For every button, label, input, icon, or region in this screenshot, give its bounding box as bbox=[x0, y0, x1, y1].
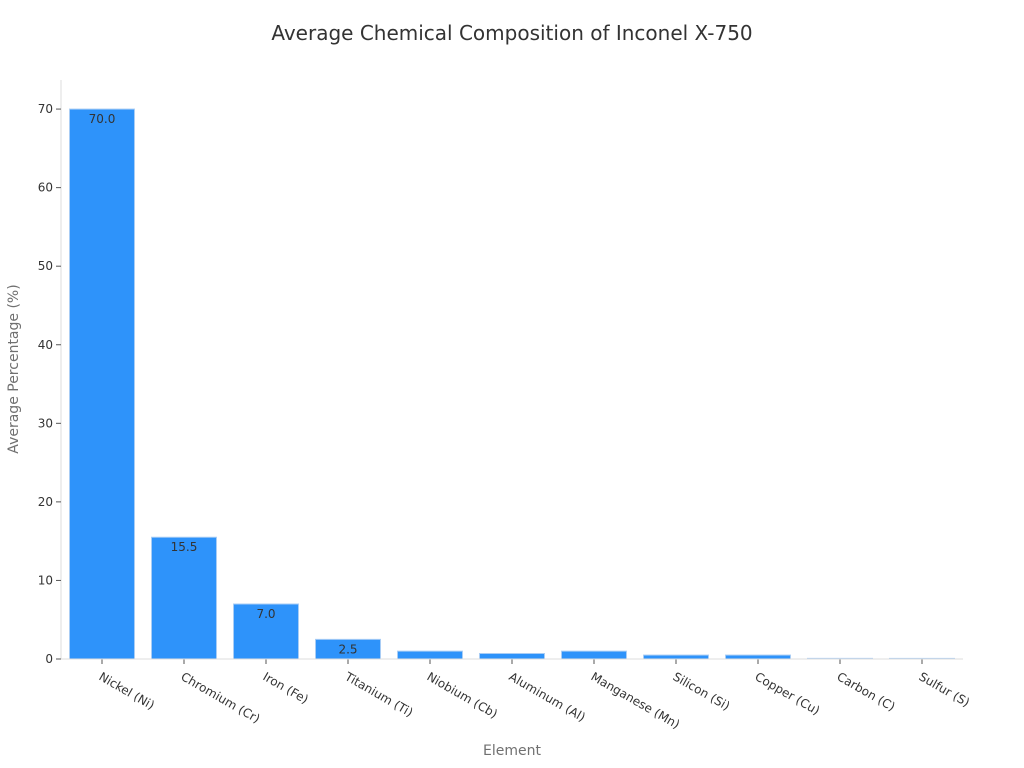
x-tick-label-10: Sulfur (S) bbox=[917, 669, 973, 709]
bar-labels-group: 70.0 15.5 7.0 2.5 bbox=[89, 112, 358, 656]
y-tick-label-6: 60 bbox=[38, 181, 53, 195]
x-tick-label-0: Nickel (Ni) bbox=[97, 669, 157, 712]
bar-value-label-0: 70.0 bbox=[89, 112, 116, 126]
bar-value-label-1: 15.5 bbox=[171, 540, 198, 554]
x-axis: Nickel (Ni) Chromium (Cr)Iron (Fe) Titaniu… bbox=[61, 658, 973, 732]
y-tick-label-1: 10 bbox=[38, 573, 53, 587]
bar-1 bbox=[151, 536, 217, 660]
x-tick-label-4: Niobium (Cb) bbox=[425, 669, 500, 721]
x-tick-label-9: Carbon (C) bbox=[835, 669, 898, 714]
x-tick-label-7: Silicon (Si) bbox=[671, 669, 733, 713]
y-tick-label-2: 20 bbox=[38, 495, 53, 509]
bar-value-label-3: 2.5 bbox=[338, 642, 357, 656]
y-axis-title: Average Percentage (%) bbox=[6, 284, 22, 453]
y-tick-label-0: 0 bbox=[45, 652, 53, 666]
bar-5 bbox=[479, 653, 545, 660]
x-tick-label-6: Manganese (Mn) bbox=[589, 669, 683, 731]
y-axis: 0 10 20 30 40 50 60 70 bbox=[38, 80, 62, 666]
bar-value-label-2: 7.0 bbox=[256, 607, 275, 621]
bar-7 bbox=[643, 654, 709, 660]
x-tick-label-1: Chromium (Cr) bbox=[179, 669, 263, 726]
x-axis-title: Element bbox=[483, 743, 541, 759]
y-tick-label-7: 70 bbox=[38, 102, 53, 116]
bar-6 bbox=[561, 650, 627, 660]
x-tick-label-2: Iron (Fe) bbox=[261, 669, 311, 706]
bar-0 bbox=[69, 108, 135, 660]
bar-8 bbox=[725, 654, 791, 660]
bar-2 bbox=[233, 603, 299, 660]
y-tick-label-3: 30 bbox=[38, 416, 53, 430]
y-tick-label-5: 50 bbox=[38, 259, 53, 273]
x-tick-label-8: Copper (Cu) bbox=[753, 669, 823, 717]
x-tick-label-3: Titanium (Ti) bbox=[342, 669, 416, 720]
bar-4 bbox=[397, 650, 463, 660]
x-tick-label-5: Aluminum (Al) bbox=[507, 669, 588, 724]
y-tick-label-4: 40 bbox=[38, 338, 53, 352]
bars-group bbox=[69, 108, 955, 660]
chart-title: Average Chemical Composition of Inconel … bbox=[271, 21, 752, 45]
